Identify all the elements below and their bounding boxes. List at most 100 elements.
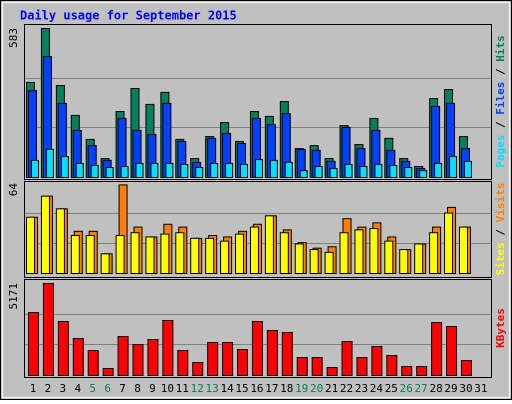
x-tick-label: 12 [191, 382, 204, 395]
bar [463, 160, 472, 179]
x-tick-label: 13 [206, 382, 219, 395]
bar [324, 251, 334, 274]
x-tick-label: 20 [310, 382, 323, 395]
x-tick-label: 7 [119, 382, 126, 395]
bar [57, 321, 69, 377]
bar [40, 195, 50, 274]
bar [458, 226, 468, 274]
bar [100, 253, 110, 274]
bar [115, 235, 125, 274]
bar [446, 326, 458, 377]
bar [87, 350, 99, 376]
x-tick-label: 10 [161, 382, 174, 395]
legend-separator: / [494, 222, 507, 242]
legend: KBytes [494, 308, 507, 348]
bar [404, 167, 413, 179]
bar [180, 163, 189, 179]
bar [329, 168, 338, 178]
x-tick-label: 9 [149, 382, 156, 395]
bar [195, 167, 204, 179]
bar [429, 232, 439, 274]
x-tick-label: 18 [280, 382, 293, 395]
bar [220, 240, 230, 274]
bar [192, 361, 204, 376]
bar [284, 161, 293, 178]
x-tick-label: 25 [385, 382, 398, 395]
x-tick-label: 29 [444, 382, 457, 395]
y-tick-label: 583 [7, 28, 20, 48]
bar [135, 162, 144, 178]
legend-entry: Files [494, 82, 507, 115]
x-tick-label: 3 [60, 382, 67, 395]
bar [460, 360, 472, 376]
bar [42, 283, 54, 376]
bar [314, 166, 323, 178]
bar [222, 341, 234, 376]
bar [444, 212, 454, 274]
bar [147, 339, 159, 376]
legend-entry: Pages [494, 135, 507, 168]
x-tick-label: 8 [134, 382, 141, 395]
x-tick-label: 15 [235, 382, 248, 395]
bar [281, 331, 293, 376]
x-tick-label: 2 [45, 382, 52, 395]
bar [384, 240, 394, 274]
bar [359, 166, 368, 178]
bar [105, 167, 114, 179]
y-tick-label: 5171 [7, 283, 20, 310]
bar [120, 166, 129, 178]
x-tick-label: 22 [340, 382, 353, 395]
bar [341, 341, 353, 377]
bar [431, 321, 443, 376]
x-tick-label: 23 [355, 382, 368, 395]
bar [85, 235, 95, 274]
bar [28, 312, 39, 376]
bar [251, 321, 263, 377]
x-tick-label: 5 [89, 382, 96, 395]
legend-entry: KBytes [494, 308, 507, 348]
bevel [2, 2, 510, 398]
legend-entry: Hits [494, 35, 507, 62]
bar [70, 235, 80, 274]
bar [449, 156, 458, 178]
legend: Sites / Visits [494, 183, 507, 276]
bar [414, 243, 424, 274]
bar [130, 232, 140, 274]
bar [160, 233, 170, 274]
bar [369, 228, 379, 274]
bar [386, 355, 398, 376]
bar [72, 338, 84, 377]
bar [374, 163, 383, 179]
bar [90, 164, 99, 178]
bar [237, 349, 249, 376]
x-tick-label: 24 [370, 382, 384, 395]
x-tick-label: 11 [176, 382, 189, 395]
x-tick-label: 21 [325, 382, 338, 395]
legend-entry: Sites [494, 242, 507, 275]
bar [205, 237, 215, 274]
bar [434, 162, 443, 178]
bar [269, 159, 278, 178]
legend-separator: / [494, 62, 507, 82]
bar [240, 163, 249, 179]
x-tick-label: 31 [474, 382, 487, 395]
x-tick-label: 19 [295, 382, 308, 395]
bar [356, 356, 368, 376]
bar [339, 232, 349, 274]
x-tick-label: 27 [415, 382, 428, 395]
bar [26, 216, 35, 274]
bar [31, 159, 39, 178]
bar [225, 162, 234, 178]
bar [75, 162, 84, 178]
bar [162, 320, 174, 376]
x-tick-label: 26 [400, 382, 413, 395]
bar [249, 226, 259, 274]
bar [311, 356, 323, 376]
bar [399, 249, 409, 274]
x-tick-label: 14 [220, 382, 234, 395]
bar [354, 229, 364, 274]
bar [254, 159, 263, 178]
legend-separator: / [494, 115, 507, 135]
